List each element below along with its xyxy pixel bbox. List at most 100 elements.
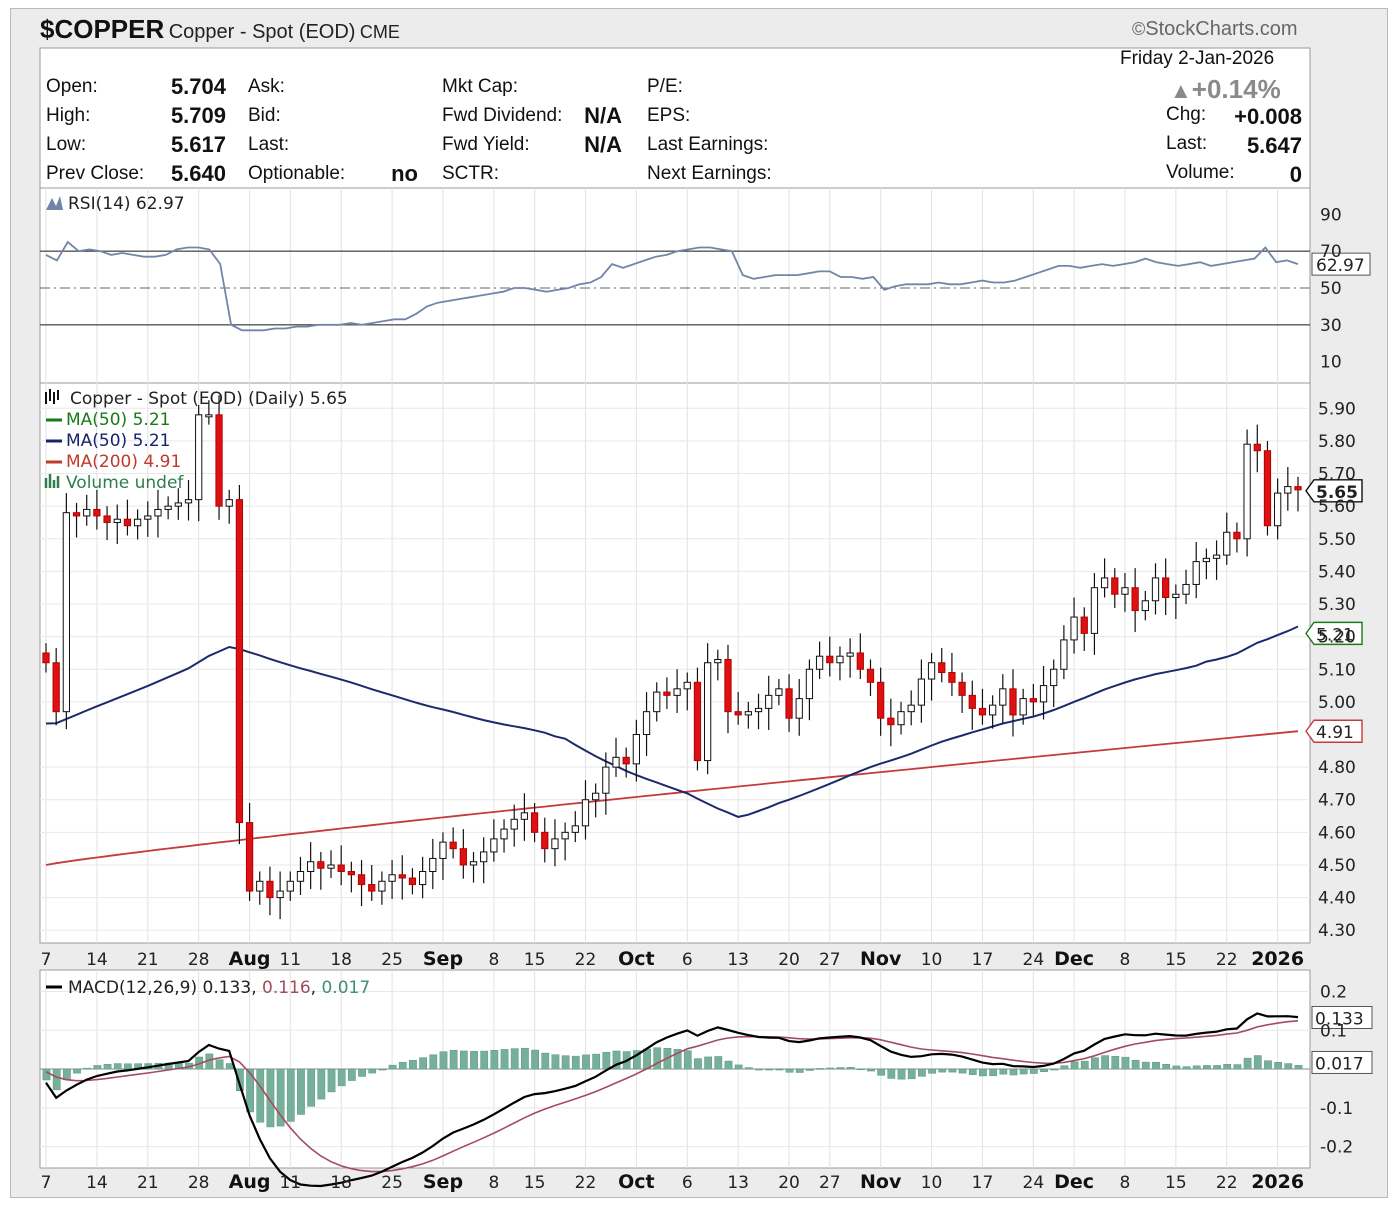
macd-hist-bar xyxy=(1294,1065,1303,1070)
ma50-line xyxy=(45,625,1299,818)
price-tick-label: 4.30 xyxy=(1318,921,1356,941)
candle-body xyxy=(520,812,529,820)
x-axis-label: 15 xyxy=(524,1173,546,1193)
candle-body xyxy=(418,871,427,886)
macd-hist-bar xyxy=(1070,1061,1079,1070)
candle-body xyxy=(123,518,132,527)
candle-body xyxy=(1192,561,1200,585)
candle-body xyxy=(683,681,691,690)
price-tick-label: 5.10 xyxy=(1318,660,1356,680)
x-axis-label: Nov xyxy=(860,948,902,970)
candle-body xyxy=(887,717,895,726)
quote-price-value: 5.704 xyxy=(170,74,226,99)
candle-body xyxy=(164,505,172,510)
x-axis-label: 14 xyxy=(86,1173,108,1193)
macd-hist-bar xyxy=(999,1068,1008,1075)
candle-body xyxy=(245,822,254,892)
macd-hist-bar xyxy=(1019,1068,1028,1075)
candle-body xyxy=(1090,587,1099,634)
macd-hist-bar xyxy=(704,1056,713,1070)
candle-body xyxy=(815,655,824,670)
macd-hist-bar xyxy=(1121,1056,1130,1070)
x-axis-label: 17 xyxy=(972,950,994,970)
brand[interactable]: StockCharts.com xyxy=(1145,18,1298,40)
macd-hist-bar xyxy=(795,1068,804,1073)
candle-body xyxy=(989,704,997,716)
candle-body xyxy=(215,414,223,507)
candle-body xyxy=(653,691,661,713)
candle-body xyxy=(113,518,121,523)
candle-body xyxy=(93,508,101,517)
x-axis-label: Sep xyxy=(423,948,463,970)
candle-body xyxy=(317,861,325,869)
macd-hist-bar xyxy=(1009,1068,1018,1076)
macd-hist-bar xyxy=(1172,1065,1181,1070)
macd-hist-bar xyxy=(979,1068,987,1077)
x-axis-label: 24 xyxy=(1023,1173,1045,1193)
candle-body xyxy=(103,515,111,523)
instrument-name: Copper - Spot (EOD) xyxy=(168,21,356,43)
candle-body xyxy=(1212,554,1221,559)
candle-body xyxy=(724,658,732,713)
candle-body xyxy=(734,711,742,716)
x-axis-label: 8 xyxy=(488,1173,499,1193)
rsi-panel xyxy=(39,187,1311,384)
macd-hist-bar xyxy=(867,1068,875,1072)
macd-hist-bar xyxy=(632,1050,641,1070)
quote-price-row: Low: 5.617 xyxy=(46,132,226,162)
candle-body xyxy=(398,874,406,879)
candle-body xyxy=(368,884,376,892)
x-axis-label: Sep xyxy=(423,1171,463,1193)
price-panel xyxy=(39,382,1311,944)
candle-legend-icon xyxy=(45,389,59,404)
quote-price-row: Open: 5.704 xyxy=(46,74,226,104)
macd-hist-bar xyxy=(744,1067,753,1070)
macd-hist-bar xyxy=(388,1064,397,1070)
candle-body xyxy=(795,698,803,719)
macd-hist-bar xyxy=(714,1056,723,1070)
macd-legend: MACD(12,26,9) 0.133, 0.116, 0.017 xyxy=(68,978,370,998)
candle-body xyxy=(1141,600,1149,612)
x-axis-label: 7 xyxy=(41,950,52,970)
macd-hist-bar xyxy=(337,1068,346,1087)
x-axis-label: 27 xyxy=(819,1173,841,1193)
quote-dividend-label: SCTR: xyxy=(442,163,499,184)
macd-hist-bar xyxy=(1203,1065,1211,1070)
x-axis-label: 15 xyxy=(524,950,546,970)
candle-body xyxy=(276,890,284,899)
candle-body xyxy=(408,877,417,886)
macd-hist-bar xyxy=(907,1068,916,1080)
rsi-line xyxy=(45,240,1299,332)
candle-body xyxy=(693,681,702,762)
macd-hist-bar xyxy=(256,1068,265,1123)
macd-hist-bar xyxy=(124,1063,132,1070)
macd-hist-bar xyxy=(1223,1063,1232,1070)
x-axis-label: 18 xyxy=(330,1173,352,1193)
quote-earnings-row: EPS: xyxy=(647,105,847,133)
x-axis-label: 15 xyxy=(1165,950,1187,970)
macd-tick-label: -0.2 xyxy=(1320,1138,1353,1158)
candle-body xyxy=(1019,698,1027,716)
macd-hist-bar xyxy=(673,1049,682,1070)
candle-body xyxy=(286,880,294,892)
x-axis-label: 22 xyxy=(1216,1173,1238,1193)
macd-hist-bar xyxy=(266,1068,275,1128)
macd-hist-bar xyxy=(429,1054,438,1070)
macd-hist-bar xyxy=(1080,1060,1089,1070)
macd-hist-bar xyxy=(846,1067,855,1070)
quote-dividend-label: Fwd Yield: xyxy=(442,134,530,155)
rsi-tick-label: 50 xyxy=(1320,279,1342,299)
quote-price-value: 5.709 xyxy=(170,103,226,128)
macd-hist-bar xyxy=(83,1067,92,1070)
macd-hist-bar xyxy=(1040,1068,1048,1073)
candle-body xyxy=(663,691,671,696)
macd-hist-bar xyxy=(1029,1068,1038,1074)
chg-value: +0.008 xyxy=(1234,104,1302,129)
candle-body xyxy=(1162,577,1170,599)
candle-body xyxy=(1274,492,1282,527)
macd-value-label: 0.133 xyxy=(1315,1009,1364,1029)
candle-body xyxy=(642,711,651,736)
macd-hist-bar xyxy=(500,1049,509,1070)
macd-hist-bar xyxy=(1050,1068,1059,1071)
macd-value-label: 0.017 xyxy=(1315,1054,1364,1074)
